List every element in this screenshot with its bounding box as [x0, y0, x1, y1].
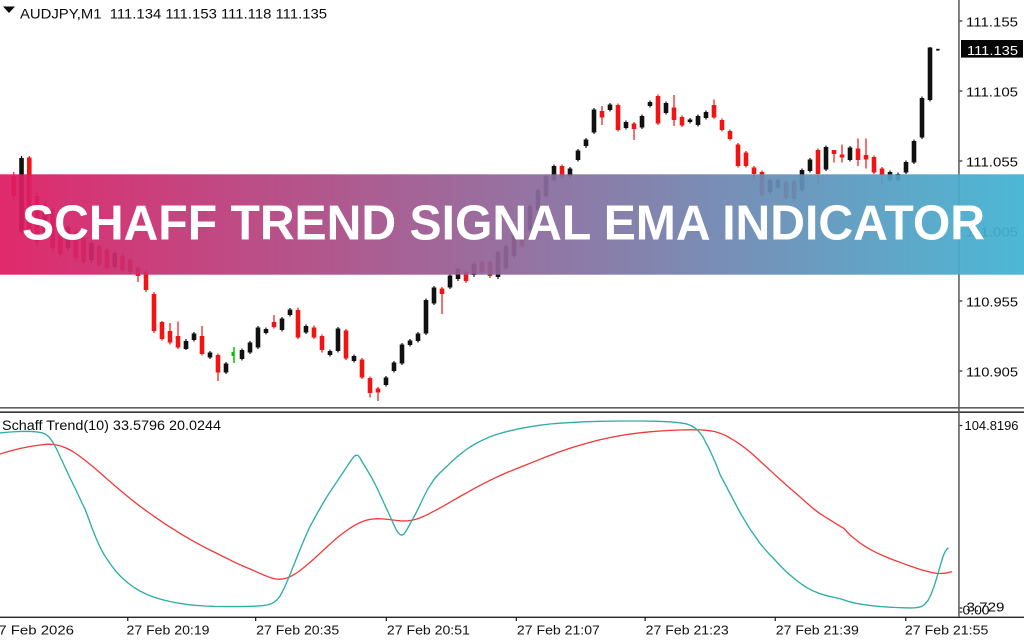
- svg-text:111.155: 111.155: [966, 14, 1018, 29]
- svg-text:SCHAFF TREND SIGNAL EMA INDICA: SCHAFF TREND SIGNAL EMA INDICATOR: [22, 197, 985, 251]
- svg-text:0.00: 0.00: [963, 603, 990, 618]
- svg-text:27 Feb 21:39: 27 Feb 21:39: [776, 623, 859, 638]
- svg-text:27 Feb 21:55: 27 Feb 21:55: [905, 623, 989, 638]
- svg-text:110.955: 110.955: [966, 294, 1018, 309]
- svg-text:27 Feb 20:51: 27 Feb 20:51: [387, 623, 470, 638]
- svg-text:Schaff Trend(10) 33.5796 20.02: Schaff Trend(10) 33.5796 20.0244: [2, 418, 222, 433]
- svg-text:27 Feb 20:19: 27 Feb 20:19: [127, 623, 210, 638]
- svg-text:104.8196: 104.8196: [965, 418, 1019, 433]
- svg-text:27 Feb 2026: 27 Feb 2026: [0, 623, 74, 638]
- svg-text:27 Feb 20:35: 27 Feb 20:35: [256, 623, 339, 638]
- svg-text:110.905: 110.905: [966, 364, 1018, 379]
- svg-text:AUDJPY,M1 111.134 111.153 111: AUDJPY,M1 111.134 111.153 111.118 111.13…: [20, 5, 327, 21]
- svg-text:111.135: 111.135: [967, 43, 1018, 58]
- svg-text:111.105: 111.105: [966, 84, 1018, 99]
- svg-text:27 Feb 21:23: 27 Feb 21:23: [646, 623, 729, 638]
- svg-text:3.729: 3.729: [967, 600, 1005, 615]
- svg-text:27 Feb 21:07: 27 Feb 21:07: [517, 623, 600, 638]
- svg-text:111.055: 111.055: [966, 154, 1018, 169]
